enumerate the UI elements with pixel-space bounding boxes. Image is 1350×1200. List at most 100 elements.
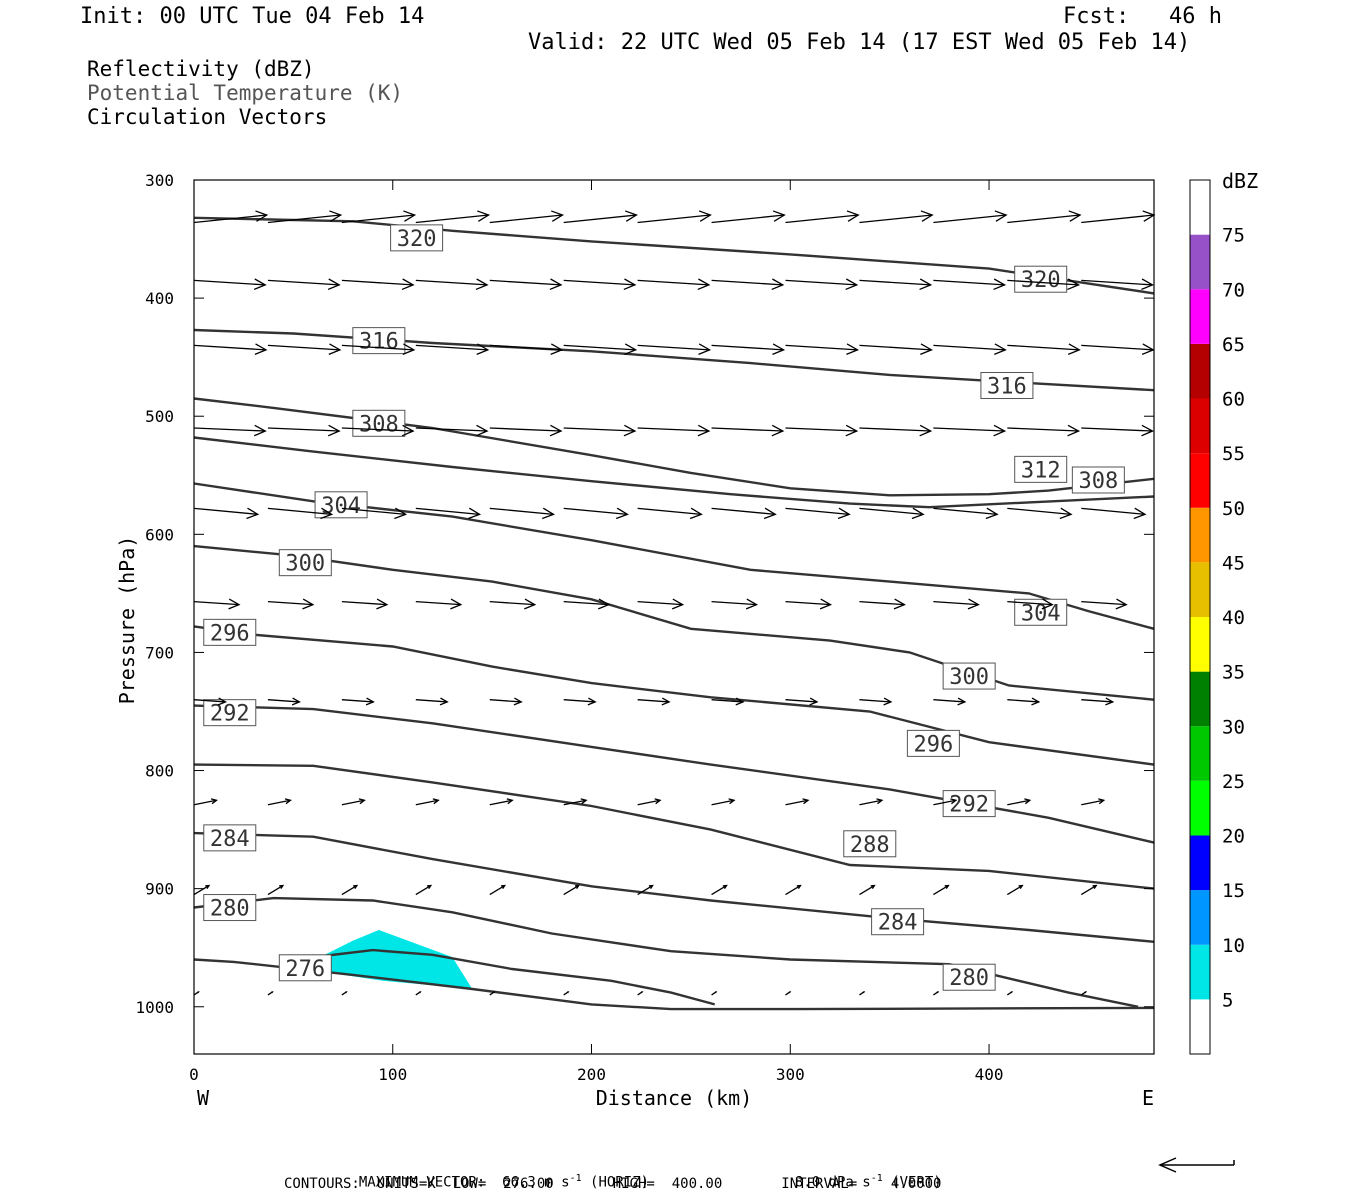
contour-label-text: 296 [914, 732, 954, 757]
contour-label-text: 320 [1021, 268, 1061, 293]
circulation-vector [341, 507, 408, 520]
circulation-vector [1080, 884, 1098, 896]
circulation-vector [267, 884, 285, 896]
circulation-vector [1007, 798, 1032, 806]
circulation-vector [563, 343, 638, 355]
theta-contour-312 [193, 436, 1155, 509]
contour-label: 284 [871, 908, 925, 936]
circulation-vector [563, 598, 611, 610]
circulation-vector [859, 991, 866, 996]
forecast-hour: Fcst: 46 h [1063, 4, 1222, 29]
legend-circulation-vectors: Circulation Vectors [87, 105, 328, 129]
x-tick-label: 200 [577, 1065, 606, 1084]
y-axis-label: Pressure (hPa) [115, 536, 139, 705]
colorbar-segment [1190, 780, 1210, 836]
circulation-vector [637, 278, 711, 291]
theta-contour-296 [193, 625, 1155, 766]
x-axis-east-label: E [1142, 1086, 1154, 1110]
x-tick-label: 100 [378, 1065, 407, 1084]
circulation-vector [785, 278, 859, 291]
circulation-vector [415, 697, 449, 706]
y-tick-label: 900 [145, 880, 174, 899]
colorbar-label: 30 [1222, 716, 1245, 738]
circulation-vector [933, 507, 999, 520]
circulation-vector [637, 798, 662, 806]
colorbar-segment [1190, 890, 1210, 945]
circulation-vector [267, 697, 301, 706]
circulation-vector [711, 343, 786, 355]
circulation-vector [267, 598, 315, 610]
contour-label: 304 [314, 491, 368, 519]
y-tick-label: 1000 [135, 998, 174, 1017]
circulation-vector [489, 884, 507, 896]
circulation-vector [193, 343, 268, 355]
contour-label: 296 [203, 618, 257, 646]
circulation-vector [1007, 507, 1073, 520]
circulation-vector [711, 507, 777, 520]
circulation-vector [193, 798, 218, 806]
circulation-vector [859, 424, 933, 437]
max-vector-vert-exp: -1 [870, 1173, 883, 1184]
circulation-vector [563, 278, 637, 291]
theta-contour-288 [193, 763, 1155, 890]
contour-label-text: 320 [397, 227, 437, 252]
colorbar-label: 75 [1222, 225, 1245, 247]
contour-label-text: 308 [1078, 469, 1118, 494]
circulation-vector [267, 991, 274, 996]
y-tick-label: 700 [145, 643, 174, 662]
y-tick-label: 300 [145, 171, 174, 190]
circulation-vector [415, 884, 433, 896]
contour-label-text: 288 [850, 833, 890, 858]
circulation-vector [489, 798, 514, 806]
contour-label: 292 [203, 699, 257, 727]
colorbar-segment [1190, 234, 1210, 290]
colorbar-segment [1190, 180, 1210, 235]
x-axis-label: Distance (km) [596, 1086, 753, 1110]
circulation-vector [933, 210, 1008, 224]
circulation-vector [563, 798, 588, 806]
contour-label-text: 292 [210, 702, 250, 727]
circulation-vector [933, 884, 950, 896]
contour-label: 280 [203, 894, 257, 922]
circulation-vector [637, 210, 712, 224]
circulation-vector [637, 991, 644, 996]
circulation-vector [933, 697, 967, 706]
reference-vector [1158, 1157, 1235, 1173]
circulation-vector [785, 424, 859, 437]
contour-label: 316 [980, 372, 1034, 400]
circulation-vector [859, 343, 933, 355]
circulation-vector [563, 884, 580, 896]
contour-label-text: 280 [210, 897, 250, 922]
circulation-vector [563, 507, 629, 520]
max-vector-value: MAXIMUM VECTOR: 66.3 m s [358, 1174, 570, 1191]
contour-label-text: 284 [210, 827, 250, 852]
circulation-vector [933, 343, 1007, 355]
x-axis-west-label: W [197, 1086, 210, 1110]
contour-label-text: 300 [949, 665, 989, 690]
circulation-vector [341, 278, 415, 291]
circulation-vector [785, 884, 802, 896]
circulation-vector [1007, 278, 1081, 291]
circulation-vector [859, 798, 884, 806]
circulation-vector [193, 884, 211, 896]
circulation-vector [193, 598, 241, 610]
circulation-vector [711, 798, 736, 806]
circulation-vector [415, 278, 489, 291]
circulation-vector [1081, 507, 1147, 520]
colorbar-label: 60 [1222, 389, 1245, 411]
x-tick-label: 400 [975, 1065, 1004, 1084]
circulation-vector [341, 991, 348, 996]
colorbar-unit-label: dBZ [1222, 169, 1258, 193]
colorbar-segment [1190, 835, 1210, 891]
circulation-vector [785, 598, 832, 610]
circulation-vector [341, 343, 416, 355]
circulation-vector [1081, 598, 1128, 610]
circulation-vector [489, 598, 537, 610]
circulation-vector [637, 507, 703, 520]
contour-label: 308 [1071, 466, 1125, 494]
colorbar-label: 70 [1222, 279, 1245, 301]
colorbar-label: 10 [1222, 935, 1245, 957]
circulation-vector [193, 210, 269, 224]
contours-info: CONTOURS: UNITS=K LOW= 276.00 HIGH= 400.… [284, 1176, 942, 1192]
colorbar-label: 50 [1222, 498, 1245, 520]
